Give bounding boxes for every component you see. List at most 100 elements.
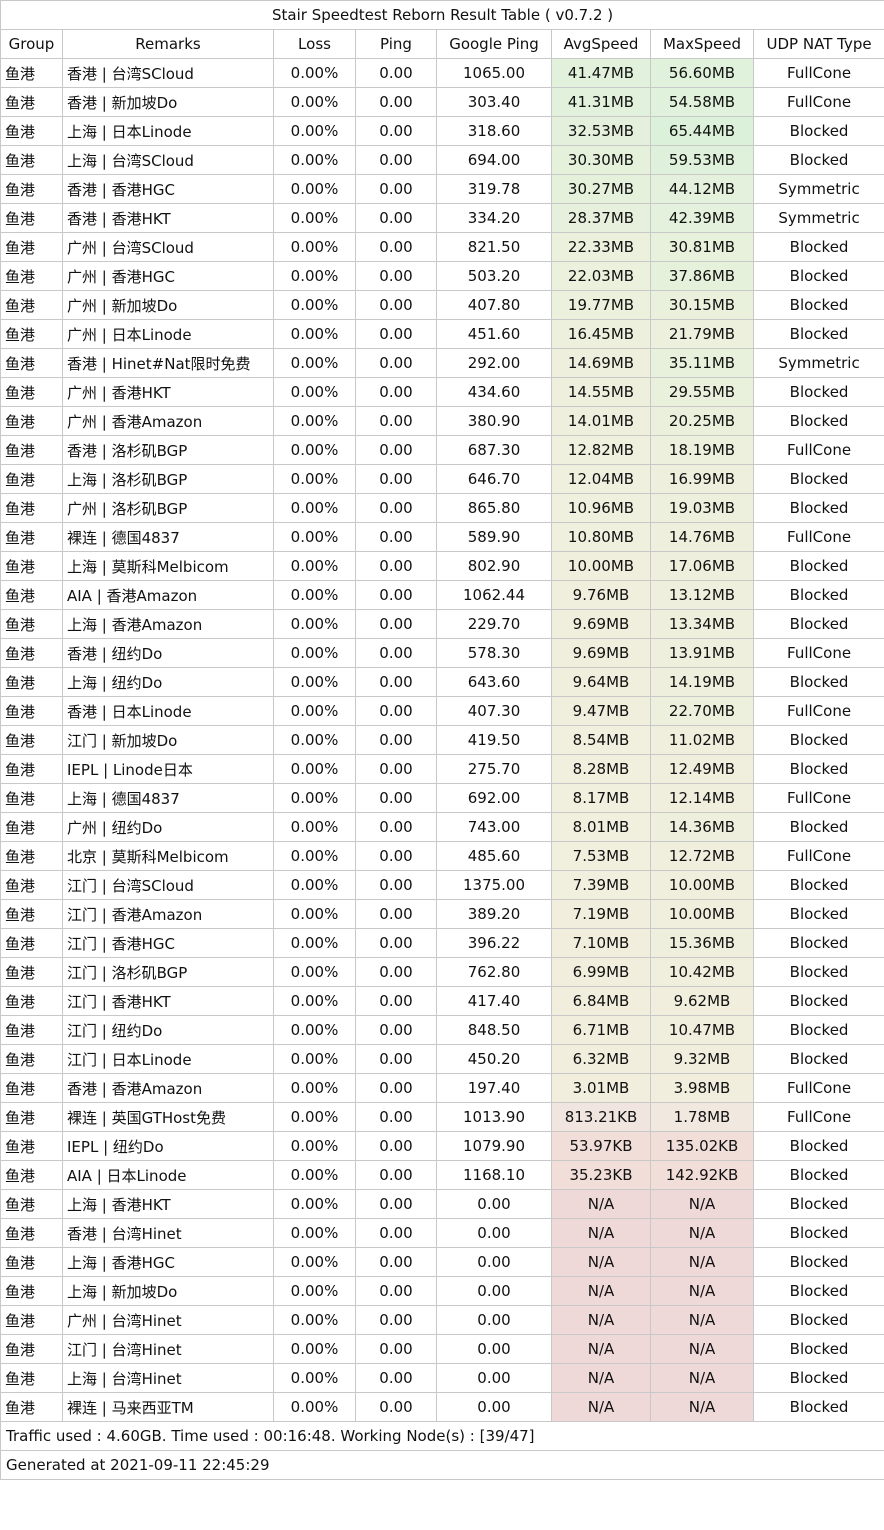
group-cell: 鱼港	[0, 1160, 63, 1190]
table-row: 鱼港 上海 | 香港Amazon 0.00% 0.00 229.70 9.69MB 13.3…	[0, 609, 884, 639]
ping-cell: 0.00	[355, 58, 437, 88]
ping-cell: 0.00	[355, 406, 437, 436]
group-cell: 鱼港	[0, 1363, 63, 1393]
google-ping-cell: 318.60	[436, 116, 552, 146]
remarks-cell: 裸连 | 马来西亚TM	[62, 1392, 274, 1422]
remarks-cell: 广州 | 香港HGC	[62, 261, 274, 291]
max-speed-cell: 13.34MB	[650, 609, 754, 639]
udp-nat-type-cell: Blocked	[752, 899, 884, 929]
udp-nat-type-cell: Blocked	[752, 464, 884, 494]
table-row: 鱼港 上海 | 莫斯科Melbicom 0.00% 0.00 802.90 10.00MB…	[0, 551, 884, 581]
loss-cell: 0.00%	[273, 174, 356, 204]
group-cell: 鱼港	[0, 609, 63, 639]
remarks-cell: 广州 | 日本Linode	[62, 319, 274, 349]
udp-nat-type-cell: FullCone	[752, 1102, 884, 1132]
google-ping-cell: 802.90	[436, 551, 552, 581]
google-ping-cell: 292.00	[436, 348, 552, 378]
header-ping: Ping	[355, 29, 437, 59]
loss-cell: 0.00%	[273, 290, 356, 320]
avg-speed-cell: 14.55MB	[551, 377, 651, 407]
udp-nat-type-cell: Blocked	[752, 1015, 884, 1045]
group-cell: 鱼港	[0, 899, 63, 929]
ping-cell: 0.00	[355, 1247, 437, 1277]
table-row: 鱼港 江门 | 台湾Hinet 0.00% 0.00 0.00 N/A N/A Blocked	[0, 1334, 884, 1364]
loss-cell: 0.00%	[273, 1218, 356, 1248]
ping-cell: 0.00	[355, 899, 437, 929]
remarks-cell: 香港 | 洛杉矶BGP	[62, 435, 274, 465]
ping-cell: 0.00	[355, 783, 437, 813]
max-speed-cell: N/A	[650, 1392, 754, 1422]
loss-cell: 0.00%	[273, 58, 356, 88]
udp-nat-type-cell: FullCone	[752, 522, 884, 552]
remarks-cell: 香港 | 纽约Do	[62, 638, 274, 668]
ping-cell: 0.00	[355, 377, 437, 407]
group-cell: 鱼港	[0, 435, 63, 465]
max-speed-cell: 12.49MB	[650, 754, 754, 784]
table-row: 鱼港 江门 | 洛杉矶BGP 0.00% 0.00 762.80 6.99MB 10.42M…	[0, 957, 884, 987]
ping-cell: 0.00	[355, 261, 437, 291]
max-speed-cell: N/A	[650, 1247, 754, 1277]
ping-cell: 0.00	[355, 203, 437, 233]
udp-nat-type-cell: FullCone	[752, 783, 884, 813]
avg-speed-cell: 8.17MB	[551, 783, 651, 813]
group-cell: 鱼港	[0, 203, 63, 233]
max-speed-cell: N/A	[650, 1276, 754, 1306]
max-speed-cell: 22.70MB	[650, 696, 754, 726]
avg-speed-cell: 9.69MB	[551, 609, 651, 639]
group-cell: 鱼港	[0, 174, 63, 204]
group-cell: 鱼港	[0, 1189, 63, 1219]
table-row: 鱼港 香港 | 香港HKT 0.00% 0.00 334.20 28.37MB 42.39M…	[0, 203, 884, 233]
udp-nat-type-cell: Blocked	[752, 1160, 884, 1190]
table-title: Stair Speedtest Reborn Result Table ( v0…	[0, 0, 884, 30]
header-remarks: Remarks	[62, 29, 274, 59]
ping-cell: 0.00	[355, 1131, 437, 1161]
google-ping-cell: 578.30	[436, 638, 552, 668]
result-table: Stair Speedtest Reborn Result Table ( v0…	[0, 0, 884, 1480]
max-speed-cell: 10.47MB	[650, 1015, 754, 1045]
remarks-cell: 江门 | 台湾Hinet	[62, 1334, 274, 1364]
udp-nat-type-cell: Blocked	[752, 957, 884, 987]
loss-cell: 0.00%	[273, 203, 356, 233]
udp-nat-type-cell: Blocked	[752, 406, 884, 436]
loss-cell: 0.00%	[273, 1276, 356, 1306]
avg-speed-cell: N/A	[551, 1363, 651, 1393]
avg-speed-cell: 22.33MB	[551, 232, 651, 262]
google-ping-cell: 275.70	[436, 754, 552, 784]
udp-nat-type-cell: Blocked	[752, 1276, 884, 1306]
avg-speed-cell: 7.39MB	[551, 870, 651, 900]
ping-cell: 0.00	[355, 1363, 437, 1393]
header-group: Group	[0, 29, 63, 59]
udp-nat-type-cell: FullCone	[752, 638, 884, 668]
udp-nat-type-cell: Blocked	[752, 609, 884, 639]
ping-cell: 0.00	[355, 667, 437, 697]
remarks-cell: 上海 | 洛杉矶BGP	[62, 464, 274, 494]
avg-speed-cell: 35.23KB	[551, 1160, 651, 1190]
udp-nat-type-cell: Blocked	[752, 1363, 884, 1393]
ping-cell: 0.00	[355, 580, 437, 610]
avg-speed-cell: 12.82MB	[551, 435, 651, 465]
table-row: 鱼港 上海 | 纽约Do 0.00% 0.00 643.60 9.64MB 14.19MB B…	[0, 667, 884, 697]
ping-cell: 0.00	[355, 174, 437, 204]
group-cell: 鱼港	[0, 1102, 63, 1132]
google-ping-cell: 821.50	[436, 232, 552, 262]
google-ping-cell: 762.80	[436, 957, 552, 987]
max-speed-cell: 1.78MB	[650, 1102, 754, 1132]
remarks-cell: 裸连 | 德国4837	[62, 522, 274, 552]
max-speed-cell: 54.58MB	[650, 87, 754, 117]
udp-nat-type-cell: Blocked	[752, 551, 884, 581]
avg-speed-cell: 10.80MB	[551, 522, 651, 552]
udp-nat-type-cell: Blocked	[752, 667, 884, 697]
remarks-cell: 上海 | 日本Linode	[62, 116, 274, 146]
max-speed-cell: N/A	[650, 1334, 754, 1364]
remarks-cell: 香港 | 新加坡Do	[62, 87, 274, 117]
remarks-cell: 广州 | 台湾Hinet	[62, 1305, 274, 1335]
ping-cell: 0.00	[355, 1305, 437, 1335]
loss-cell: 0.00%	[273, 493, 356, 523]
header-loss: Loss	[273, 29, 356, 59]
ping-cell: 0.00	[355, 145, 437, 175]
ping-cell: 0.00	[355, 551, 437, 581]
remarks-cell: 上海 | 香港HKT	[62, 1189, 274, 1219]
avg-speed-cell: 9.76MB	[551, 580, 651, 610]
table-row: 鱼港 裸连 | 德国4837 0.00% 0.00 589.90 10.80MB 14.76…	[0, 522, 884, 552]
udp-nat-type-cell: Blocked	[752, 232, 884, 262]
